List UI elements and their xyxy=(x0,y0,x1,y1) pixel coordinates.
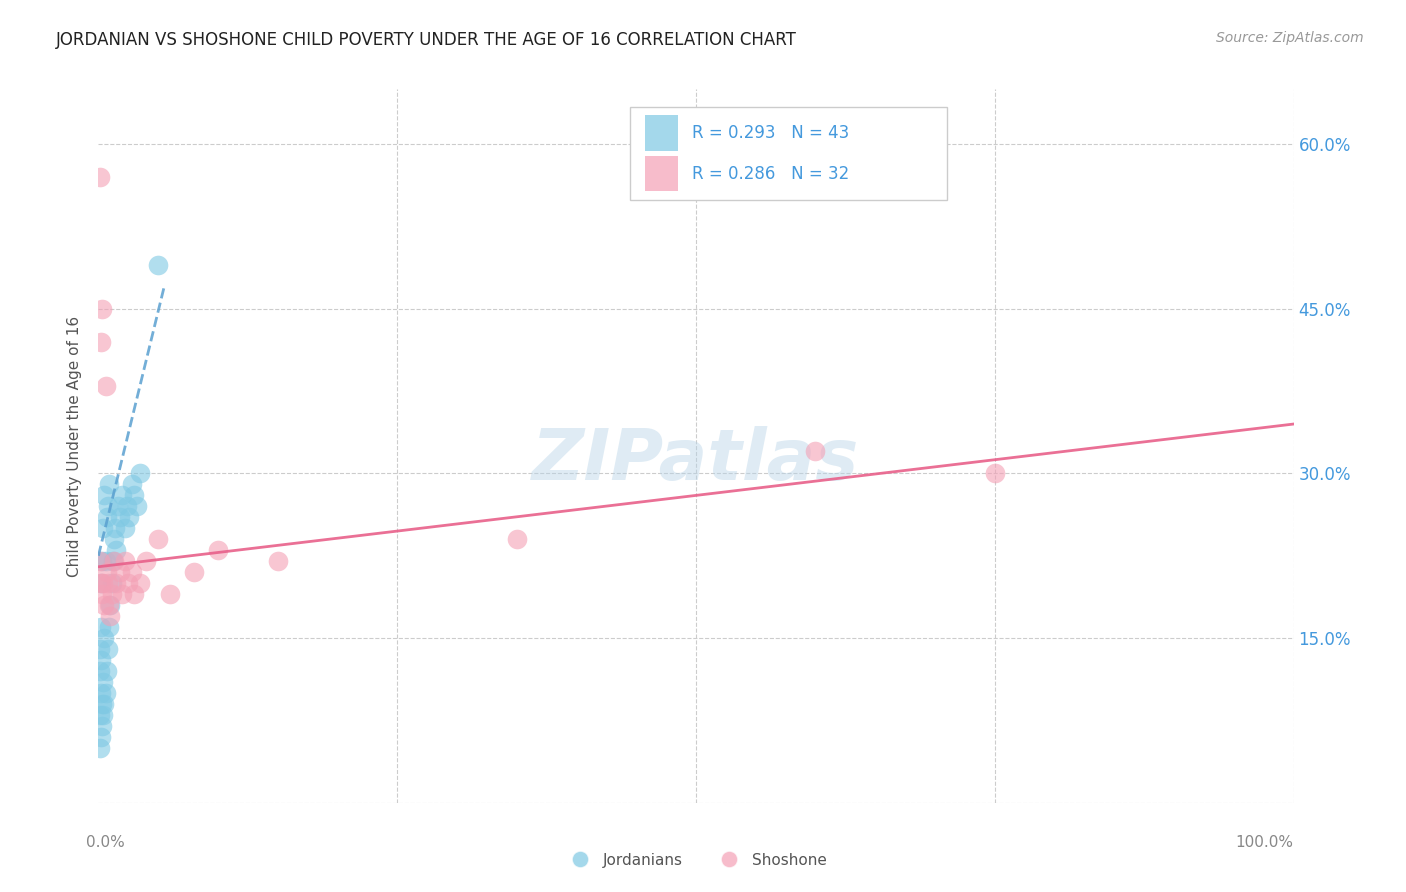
Point xyxy=(90,653,112,667)
Point xyxy=(148,533,170,547)
Text: 0.0%: 0.0% xyxy=(86,836,125,850)
Point xyxy=(148,258,170,272)
Point xyxy=(121,566,143,580)
Legend: Jordanians, Shoshone: Jordanians, Shoshone xyxy=(560,847,832,873)
Point xyxy=(104,521,127,535)
Point xyxy=(125,500,148,514)
Point xyxy=(506,533,529,547)
Point xyxy=(90,576,112,591)
Point xyxy=(89,554,111,568)
Point xyxy=(98,477,121,491)
Point xyxy=(114,521,136,535)
Point xyxy=(100,587,122,601)
FancyBboxPatch shape xyxy=(644,156,678,192)
Point xyxy=(98,598,121,612)
Point xyxy=(124,488,146,502)
Point xyxy=(93,488,115,502)
Point xyxy=(115,500,138,514)
Point xyxy=(91,675,114,690)
Point xyxy=(108,510,131,524)
Text: 100.0%: 100.0% xyxy=(1236,836,1294,850)
Point xyxy=(105,576,128,591)
Point xyxy=(96,664,118,678)
Point xyxy=(117,576,139,591)
Point xyxy=(89,169,111,184)
Point xyxy=(96,510,118,524)
Point xyxy=(90,334,112,349)
Point xyxy=(98,620,121,634)
Point xyxy=(98,598,122,612)
Text: JORDANIAN VS SHOSHONE CHILD POVERTY UNDER THE AGE OF 16 CORRELATION CHART: JORDANIAN VS SHOSHONE CHILD POVERTY UNDE… xyxy=(56,31,797,49)
Text: R = 0.293   N = 43: R = 0.293 N = 43 xyxy=(692,124,849,142)
Point xyxy=(89,642,111,657)
Point xyxy=(94,378,117,392)
Point xyxy=(89,740,111,755)
Point xyxy=(124,587,146,601)
Point xyxy=(91,576,114,591)
Point xyxy=(129,576,152,591)
Point xyxy=(96,566,118,580)
Point xyxy=(183,566,205,580)
Point xyxy=(105,543,128,558)
Text: R = 0.286   N = 32: R = 0.286 N = 32 xyxy=(692,165,849,183)
Point xyxy=(90,686,112,700)
Point xyxy=(207,543,229,558)
Point xyxy=(94,686,117,700)
Point xyxy=(108,566,131,580)
Point xyxy=(129,467,152,481)
Point xyxy=(89,708,111,723)
Point xyxy=(93,697,115,711)
Point xyxy=(267,554,290,568)
Point xyxy=(107,500,129,514)
FancyBboxPatch shape xyxy=(644,115,678,151)
Point xyxy=(97,642,120,657)
Point xyxy=(103,533,125,547)
Point xyxy=(94,554,117,568)
Point xyxy=(121,477,143,491)
Point xyxy=(118,510,141,524)
Text: Source: ZipAtlas.com: Source: ZipAtlas.com xyxy=(1216,31,1364,45)
Point xyxy=(91,708,114,723)
Point xyxy=(89,664,111,678)
Point xyxy=(98,609,122,624)
Point xyxy=(114,554,136,568)
Point xyxy=(101,554,124,568)
Point xyxy=(984,467,1007,481)
Point xyxy=(135,554,157,568)
Point xyxy=(91,587,114,601)
Point xyxy=(100,576,122,591)
Point xyxy=(91,554,114,568)
Point xyxy=(91,521,114,535)
Y-axis label: Child Poverty Under the Age of 16: Child Poverty Under the Age of 16 xyxy=(66,316,82,576)
Point xyxy=(91,301,114,316)
Point xyxy=(90,620,112,634)
Point xyxy=(90,730,112,744)
Point xyxy=(97,500,120,514)
FancyBboxPatch shape xyxy=(630,107,948,200)
Point xyxy=(97,576,120,591)
Point xyxy=(159,587,181,601)
Point xyxy=(90,576,112,591)
Point xyxy=(93,631,115,645)
Point xyxy=(103,554,125,568)
Point xyxy=(91,719,114,733)
Point xyxy=(804,444,827,458)
Text: ZIPatlas: ZIPatlas xyxy=(533,425,859,495)
Point xyxy=(111,488,134,502)
Point xyxy=(91,697,114,711)
Point xyxy=(93,598,115,612)
Point xyxy=(111,587,134,601)
